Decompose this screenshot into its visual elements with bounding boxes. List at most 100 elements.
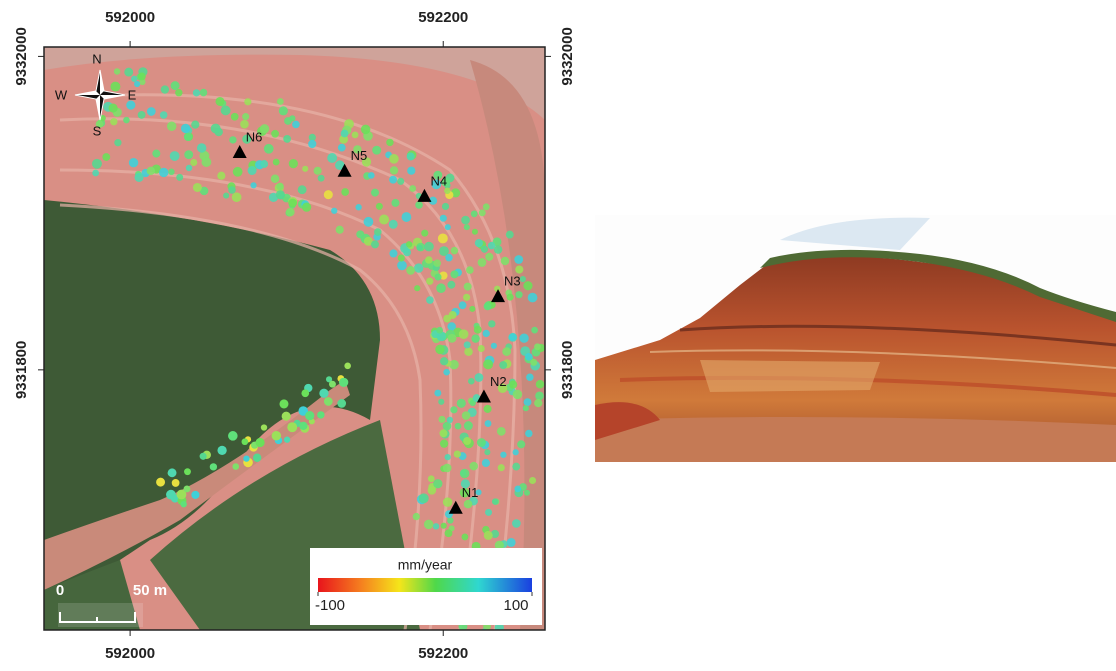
velocity-point	[276, 182, 284, 191]
velocity-point	[475, 489, 482, 496]
velocity-point	[167, 468, 177, 478]
velocity-point	[367, 172, 375, 179]
velocity-point	[313, 166, 322, 175]
velocity-point	[223, 192, 230, 199]
velocity-point	[337, 399, 347, 408]
velocity-point	[124, 67, 134, 77]
velocity-point	[305, 410, 315, 421]
velocity-point	[323, 190, 333, 200]
velocity-point	[95, 120, 104, 128]
velocity-point	[463, 499, 473, 509]
velocity-point	[439, 214, 447, 222]
velocity-point	[123, 116, 130, 124]
colorbar-label: -100	[315, 597, 345, 614]
velocity-point	[441, 202, 450, 211]
map-frame	[43, 46, 546, 631]
velocity-point	[424, 241, 434, 252]
velocity-point	[450, 246, 459, 255]
velocity-point	[170, 81, 180, 91]
velocity-point	[196, 143, 207, 153]
velocity-point	[146, 166, 156, 176]
velocity-point	[215, 96, 225, 106]
velocity-point	[217, 171, 226, 180]
colorbar	[318, 578, 532, 592]
velocity-point	[436, 283, 446, 293]
velocity-point	[440, 522, 447, 529]
velocity-point	[415, 201, 423, 209]
y-tick-label: 9331800	[559, 341, 576, 399]
velocity-point	[463, 436, 472, 446]
velocity-point	[490, 529, 500, 539]
velocity-point	[450, 406, 458, 414]
velocity-point	[463, 293, 471, 301]
station-label: N1	[462, 485, 479, 500]
velocity-point	[442, 463, 452, 473]
velocity-point	[433, 170, 443, 180]
velocity-point	[285, 207, 295, 217]
x-tick-label: 592200	[418, 9, 468, 26]
velocity-point	[534, 399, 543, 408]
velocity-point	[327, 153, 338, 163]
velocity-point	[184, 468, 191, 476]
velocity-point	[485, 508, 493, 516]
velocity-point	[331, 207, 338, 214]
velocity-point	[482, 203, 490, 211]
compass-label: W	[55, 87, 68, 102]
velocity-point	[232, 463, 240, 470]
velocity-point	[458, 329, 469, 340]
velocity-point	[361, 157, 372, 167]
velocity-point	[317, 174, 325, 182]
velocity-point	[158, 167, 169, 178]
velocity-point	[427, 475, 435, 483]
velocity-point	[134, 80, 141, 88]
velocity-point	[444, 187, 451, 194]
legend: mm/year -100 100	[310, 548, 542, 625]
velocity-point	[530, 358, 538, 366]
velocity-point	[439, 246, 449, 257]
velocity-point	[490, 342, 497, 349]
velocity-point	[468, 377, 475, 385]
map-image	[44, 47, 545, 630]
velocity-point	[446, 416, 454, 424]
velocity-point	[319, 388, 329, 398]
velocity-point	[515, 265, 524, 274]
velocity-point	[191, 120, 200, 129]
velocity-point	[414, 285, 421, 292]
velocity-point	[277, 192, 285, 200]
velocity-point	[281, 411, 291, 421]
velocity-point	[483, 530, 493, 540]
velocity-point	[201, 157, 212, 168]
velocity-point	[371, 188, 379, 197]
velocity-point	[523, 398, 532, 407]
velocity-point	[418, 493, 429, 504]
velocity-point	[298, 406, 309, 416]
velocity-point	[449, 359, 459, 370]
velocity-point	[228, 186, 236, 194]
velocity-point	[434, 273, 442, 281]
velocity-point	[168, 168, 175, 176]
velocity-point	[439, 439, 449, 448]
velocity-point	[469, 305, 476, 312]
station-label: N2	[490, 374, 507, 389]
velocity-point	[137, 72, 146, 81]
velocity-point	[110, 118, 118, 126]
velocity-point	[474, 239, 483, 248]
velocity-point	[406, 266, 415, 275]
velocity-point	[243, 455, 250, 462]
velocity-point	[433, 259, 442, 267]
velocity-point	[434, 389, 442, 397]
station-label: N6	[246, 129, 263, 144]
velocity-point	[442, 421, 452, 431]
velocity-point	[463, 341, 471, 349]
velocity-point	[460, 479, 470, 489]
velocity-point	[379, 214, 390, 225]
velocity-point	[473, 325, 482, 334]
velocity-point	[447, 280, 456, 289]
velocity-point	[435, 344, 445, 355]
velocity-point	[447, 322, 456, 331]
velocity-point	[250, 182, 257, 189]
velocity-point	[426, 296, 434, 304]
velocity-point	[483, 404, 492, 413]
y-tick-label: 9332000	[13, 27, 30, 85]
velocity-point	[110, 81, 121, 92]
